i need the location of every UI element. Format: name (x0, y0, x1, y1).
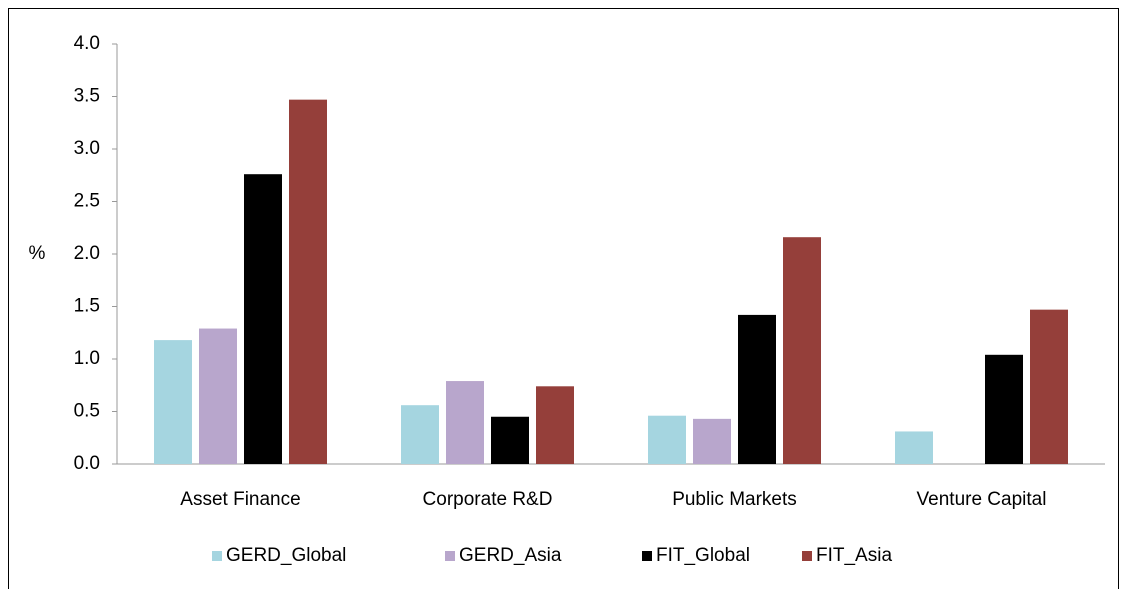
legend-label: FIT_Global (656, 545, 750, 566)
bar (985, 354, 1023, 464)
legend-swatch (802, 551, 812, 561)
bar (536, 386, 574, 464)
y-tick-label: 1.0 (74, 348, 100, 369)
legend-label: GERD_Global (226, 545, 346, 566)
y-tick-label: 4.0 (74, 33, 100, 54)
y-tick-label: 1.5 (74, 296, 100, 317)
bar (154, 340, 192, 464)
y-tick-label: 2.5 (74, 191, 100, 212)
legend-swatch (212, 551, 222, 561)
bar (199, 328, 237, 464)
x-tick-label: Corporate R&D (423, 489, 553, 510)
legend-label: FIT_Asia (816, 545, 892, 566)
x-tick-label: Public Markets (672, 489, 797, 510)
y-tick-label: 0.0 (74, 453, 100, 474)
legend-label: GERD_Asia (459, 545, 562, 566)
bar (446, 381, 484, 464)
bar (401, 405, 439, 464)
y-tick-label: 3.0 (74, 138, 100, 159)
legend-swatch (642, 551, 652, 561)
x-tick-label: Venture Capital (917, 489, 1047, 510)
bar (289, 99, 327, 465)
y-tick-label: 0.5 (74, 401, 100, 422)
bar (648, 415, 686, 464)
bar (693, 418, 731, 464)
bar (244, 174, 282, 464)
bar (1030, 309, 1068, 464)
chart-border (8, 8, 1119, 589)
legend-swatch (445, 551, 455, 561)
bar (491, 416, 529, 464)
y-axis-label: % (29, 243, 46, 264)
bar (895, 431, 933, 464)
y-tick-label: 3.5 (74, 86, 100, 107)
bar (738, 314, 776, 464)
x-tick-label: Asset Finance (180, 489, 300, 510)
y-tick-label: 2.0 (74, 243, 100, 264)
bar (783, 237, 821, 464)
